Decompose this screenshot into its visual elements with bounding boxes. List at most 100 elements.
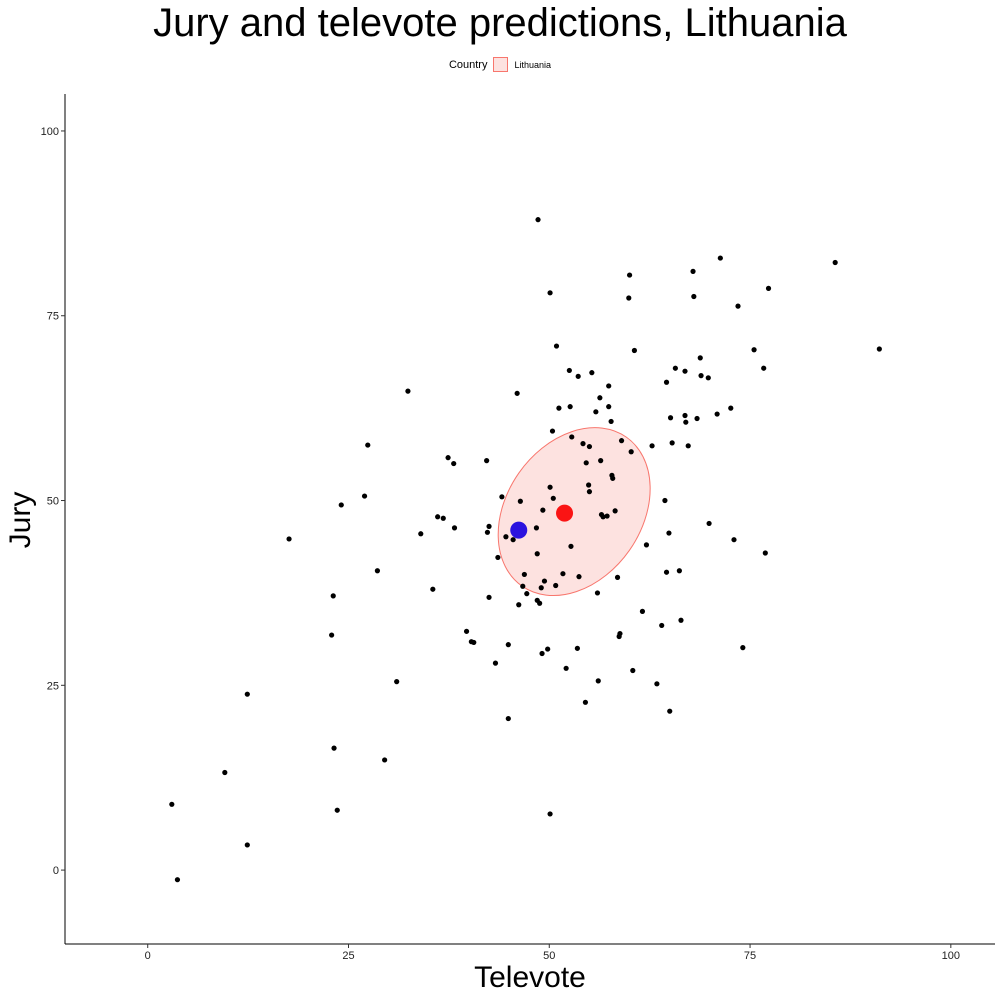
data-point	[631, 347, 638, 354]
data-point	[169, 801, 175, 807]
legend-label: Lithuania	[514, 59, 552, 70]
data-point	[643, 542, 650, 548]
data-point	[663, 379, 670, 385]
data-point	[694, 415, 700, 422]
data-point	[545, 646, 551, 652]
data-point	[440, 515, 446, 521]
data-point	[556, 405, 562, 411]
data-point	[549, 428, 556, 434]
data-point	[510, 537, 516, 543]
data-point	[683, 419, 689, 425]
data-point	[471, 639, 477, 646]
x-axis-title: Televote	[474, 961, 586, 994]
data-point	[586, 489, 593, 495]
data-point	[705, 375, 711, 381]
data-point	[617, 630, 623, 637]
data-point	[361, 493, 368, 499]
data-point	[678, 617, 684, 623]
data-point	[550, 495, 556, 501]
data-point	[667, 415, 674, 421]
data-point	[435, 514, 441, 520]
data-point	[593, 409, 599, 415]
data-point	[534, 551, 540, 557]
data-point	[538, 585, 544, 591]
data-point	[516, 602, 522, 608]
y-tick-label: 50	[47, 496, 59, 508]
data-point	[540, 507, 546, 513]
data-point	[547, 811, 553, 817]
data-point	[597, 395, 603, 401]
data-point	[174, 877, 181, 883]
data-point	[667, 708, 673, 714]
legend: Country Lithuania	[0, 57, 1000, 72]
data-point	[521, 571, 527, 578]
data-point	[451, 525, 458, 531]
data-point	[484, 458, 490, 464]
data-point	[575, 373, 581, 379]
data-point	[740, 645, 746, 651]
data-point	[672, 365, 678, 371]
data-point	[614, 574, 621, 580]
data-point	[663, 569, 670, 575]
data-point	[594, 590, 601, 596]
data-point	[566, 367, 572, 374]
x-tick-label: 50	[543, 950, 555, 962]
data-point	[669, 440, 675, 446]
data-point	[486, 523, 492, 529]
data-point	[691, 293, 697, 300]
data-point	[244, 691, 250, 697]
data-point	[717, 255, 723, 261]
y-tick-label: 100	[41, 126, 59, 138]
data-point	[374, 568, 381, 574]
data-point	[503, 534, 509, 540]
data-point	[698, 373, 704, 379]
data-point	[553, 343, 560, 349]
data-point	[329, 632, 335, 638]
data-point	[334, 807, 340, 813]
data-point	[418, 531, 424, 537]
y-tick-label: 25	[47, 680, 59, 692]
axes: 0 25 50 75 100 0 25 50 75 100	[41, 94, 995, 962]
data-point	[553, 582, 559, 589]
data-point	[495, 554, 501, 561]
data-point	[666, 530, 672, 536]
data-point	[539, 650, 545, 657]
data-point	[876, 346, 882, 352]
data-points-layer	[169, 217, 882, 883]
data-point	[499, 494, 505, 500]
data-point	[626, 272, 633, 278]
legend-title: Country	[448, 58, 488, 71]
data-point	[765, 285, 772, 291]
data-point	[569, 434, 575, 440]
data-point	[659, 622, 665, 629]
data-point	[586, 482, 592, 488]
data-point	[547, 484, 553, 490]
data-point	[606, 404, 612, 410]
data-point	[586, 443, 593, 450]
data-point	[484, 529, 491, 535]
data-point	[535, 217, 541, 223]
data-point	[222, 769, 228, 776]
data-point	[654, 681, 660, 687]
data-point	[514, 390, 520, 396]
data-point	[394, 679, 400, 685]
data-point	[520, 583, 526, 589]
y-axis-title: Jury	[4, 492, 37, 549]
data-point	[574, 645, 580, 651]
data-point	[685, 443, 691, 449]
data-point	[583, 460, 589, 466]
data-point	[676, 568, 682, 574]
x-tick-label: 100	[942, 950, 960, 962]
data-point	[595, 678, 601, 684]
highlight-point	[510, 521, 528, 539]
data-point	[537, 600, 543, 606]
data-point	[697, 355, 703, 361]
data-point	[430, 586, 436, 592]
data-point	[580, 441, 586, 447]
data-point	[576, 574, 582, 580]
data-point	[541, 578, 548, 584]
data-point	[582, 699, 589, 705]
data-point	[639, 608, 646, 614]
data-point	[492, 660, 499, 666]
